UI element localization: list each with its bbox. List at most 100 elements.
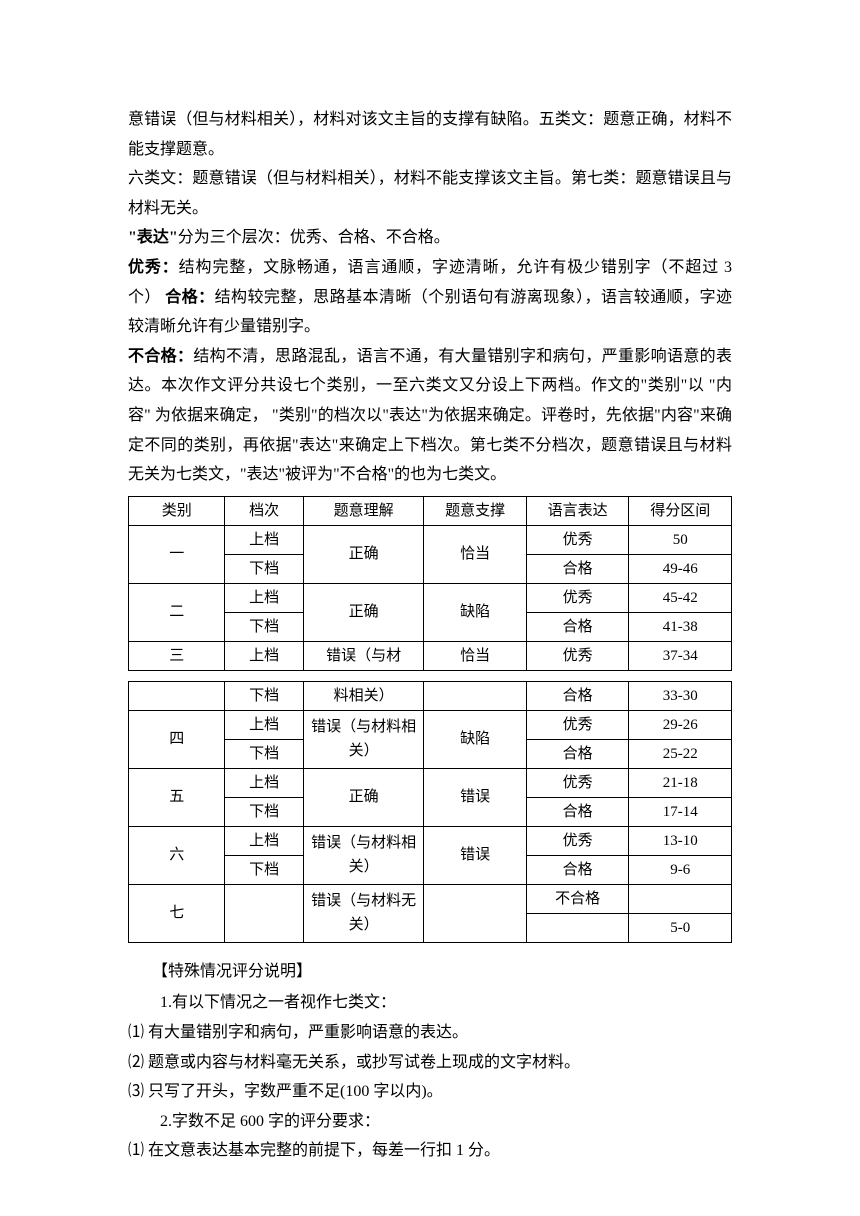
special-title: 【特殊情况评分说明】 <box>128 957 732 987</box>
sub-item-3: ⑶ 只写了开头，字数严重不足(100 字以内)。 <box>128 1077 732 1107</box>
table-row: 二 上档 正确 缺陷 优秀 45-42 <box>129 583 732 612</box>
item-1: 1.有以下情况之一者视作七类文： <box>128 988 732 1018</box>
cell-tier: 上档 <box>225 583 303 612</box>
cell-tier: 下档 <box>225 612 303 641</box>
cell-biaoda: 合格 <box>526 612 629 641</box>
text-3b: 分为三个层次：优秀、合格、不合格。 <box>178 229 450 246</box>
label-biaoda: "表达" <box>128 229 178 246</box>
paragraph-5: 不合格：结构不清，思路混乱，语言不通，有大量错别字和病句，严重影响语意的表达。本… <box>128 342 732 490</box>
label-youxiu: 优秀： <box>128 259 179 276</box>
cell-tier: 上档 <box>225 641 303 670</box>
cell-tiyi: 错误（与材 <box>303 641 424 670</box>
item-2: 2.字数不足 600 字的评分要求： <box>128 1107 732 1137</box>
cell-biaoda: 优秀 <box>526 826 629 855</box>
cell-biaoda: 合格 <box>526 681 629 710</box>
table-row: 四 上档 错误（与材料相关） 缺陷 优秀 29-26 <box>129 710 732 739</box>
table-header-row: 类别 档次 题意理解 题意支撑 语言表达 得分区间 <box>129 496 732 525</box>
cell-score: 50 <box>629 525 732 554</box>
cell-tiyi: 正确 <box>303 768 424 826</box>
cell-biaoda: 不合格 <box>526 884 629 913</box>
cell-tier: 下档 <box>225 855 303 884</box>
cell-cat: 二 <box>129 583 225 641</box>
cell-zhicheng: 缺陷 <box>424 583 527 641</box>
table-row: 下档 料相关） 合格 33-30 <box>129 681 732 710</box>
table-row: 五 上档 正确 错误 优秀 21-18 <box>129 768 732 797</box>
cell-cat-empty <box>129 681 225 710</box>
th-support: 题意支撑 <box>424 496 527 525</box>
cell-score: 49-46 <box>629 554 732 583</box>
sub-item-1: ⑴ 有大量错别字和病句，严重影响语意的表达。 <box>128 1018 732 1048</box>
cell-score: 25-22 <box>629 739 732 768</box>
cell-tiyi: 正确 <box>303 525 424 583</box>
cell-zhicheng: 错误 <box>424 768 527 826</box>
cell-tier: 下档 <box>225 681 303 710</box>
cell-biaoda: 优秀 <box>526 641 629 670</box>
cell-score: 37-34 <box>629 641 732 670</box>
cell-tier: 上档 <box>225 710 303 739</box>
table-row: 七 错误（与材料无关） 不合格 <box>129 884 732 913</box>
cell-zhicheng: 恰当 <box>424 641 527 670</box>
cell-tiyi: 错误（与材料相关） <box>303 710 424 768</box>
cell-score: 9-6 <box>629 855 732 884</box>
label-hege: 合格： <box>165 289 214 306</box>
cell-tier: 下档 <box>225 554 303 583</box>
cell-tier: 上档 <box>225 826 303 855</box>
scoring-table-2: 下档 料相关） 合格 33-30 四 上档 错误（与材料相关） 缺陷 优秀 29… <box>128 681 732 943</box>
table-row: 一 上档 正确 恰当 优秀 50 <box>129 525 732 554</box>
th-score: 得分区间 <box>629 496 732 525</box>
cell-biaoda: 合格 <box>526 797 629 826</box>
text-4d: 结构较完整，思路基本清晰（个别语句有游离现象），语言较通顺，字迹较清晰允许有少量… <box>128 289 732 336</box>
cell-score: 41-38 <box>629 612 732 641</box>
paragraph-1: 意错误（但与材料相关），材料对该文主旨的支撑有缺陷。五类文：题意正确，材料不能支… <box>128 105 732 164</box>
paragraph-4: 优秀：结构完整，文脉畅通，语言通顺，字迹清晰，允许有极少错别字（不超过 3 个）… <box>128 253 732 342</box>
cell-cat: 一 <box>129 525 225 583</box>
th-tier: 档次 <box>225 496 303 525</box>
paragraph-3: "表达"分为三个层次：优秀、合格、不合格。 <box>128 223 732 253</box>
table-row: 六 上档 错误（与材料相关） 错误 优秀 13-10 <box>129 826 732 855</box>
th-expression: 语言表达 <box>526 496 629 525</box>
cell-zhicheng <box>424 884 527 942</box>
cell-biaoda: 合格 <box>526 554 629 583</box>
cell-biaoda: 优秀 <box>526 583 629 612</box>
th-understanding: 题意理解 <box>303 496 424 525</box>
paragraph-2: 六类文：题意错误（但与材料相关），材料不能支撑该文主旨。第七类：题意错误且与材料… <box>128 164 732 223</box>
cell-score: 33-30 <box>629 681 732 710</box>
cell-zhicheng: 恰当 <box>424 525 527 583</box>
cell-tier: 下档 <box>225 797 303 826</box>
text-5b: 结构不清，思路混乱，语言不通，有大量错别字和病句，严重影响语意的表达。本次作文评… <box>128 348 732 483</box>
scoring-table-1: 类别 档次 题意理解 题意支撑 语言表达 得分区间 一 上档 正确 恰当 优秀 … <box>128 496 732 671</box>
cell-tier: 上档 <box>225 525 303 554</box>
cell-cat: 四 <box>129 710 225 768</box>
cell-score: 17-14 <box>629 797 732 826</box>
cell-cat: 七 <box>129 884 225 942</box>
cell-cat: 六 <box>129 826 225 884</box>
cell-tier: 下档 <box>225 739 303 768</box>
cell-biaoda: 合格 <box>526 855 629 884</box>
cell-cat: 五 <box>129 768 225 826</box>
cell-tiyi: 料相关） <box>303 681 424 710</box>
cell-zhicheng: 缺陷 <box>424 710 527 768</box>
cell-biaoda-empty <box>526 913 629 942</box>
cell-biaoda: 优秀 <box>526 525 629 554</box>
cell-tiyi: 错误（与材料无关） <box>303 884 424 942</box>
table-row: 三 上档 错误（与材 恰当 优秀 37-34 <box>129 641 732 670</box>
cell-biaoda: 优秀 <box>526 710 629 739</box>
th-category: 类别 <box>129 496 225 525</box>
cell-score: 45-42 <box>629 583 732 612</box>
cell-tiyi: 错误（与材料相关） <box>303 826 424 884</box>
sub-item-4: ⑴ 在文意表达基本完整的前提下，每差一行扣 1 分。 <box>128 1136 732 1166</box>
label-buhege: 不合格： <box>128 348 193 365</box>
cell-tiyi: 正确 <box>303 583 424 641</box>
cell-biaoda: 合格 <box>526 739 629 768</box>
cell-score: 5-0 <box>629 913 732 942</box>
cell-cat: 三 <box>129 641 225 670</box>
cell-score-empty <box>629 884 732 913</box>
cell-score: 13-10 <box>629 826 732 855</box>
sub-item-2: ⑵ 题意或内容与材料毫无关系，或抄写试卷上现成的文字材料。 <box>128 1048 732 1078</box>
cell-score: 29-26 <box>629 710 732 739</box>
cell-biaoda: 优秀 <box>526 768 629 797</box>
cell-zhicheng: 错误 <box>424 826 527 884</box>
cell-tier-empty <box>225 884 303 942</box>
cell-zhicheng-empty <box>424 681 527 710</box>
cell-tier: 上档 <box>225 768 303 797</box>
